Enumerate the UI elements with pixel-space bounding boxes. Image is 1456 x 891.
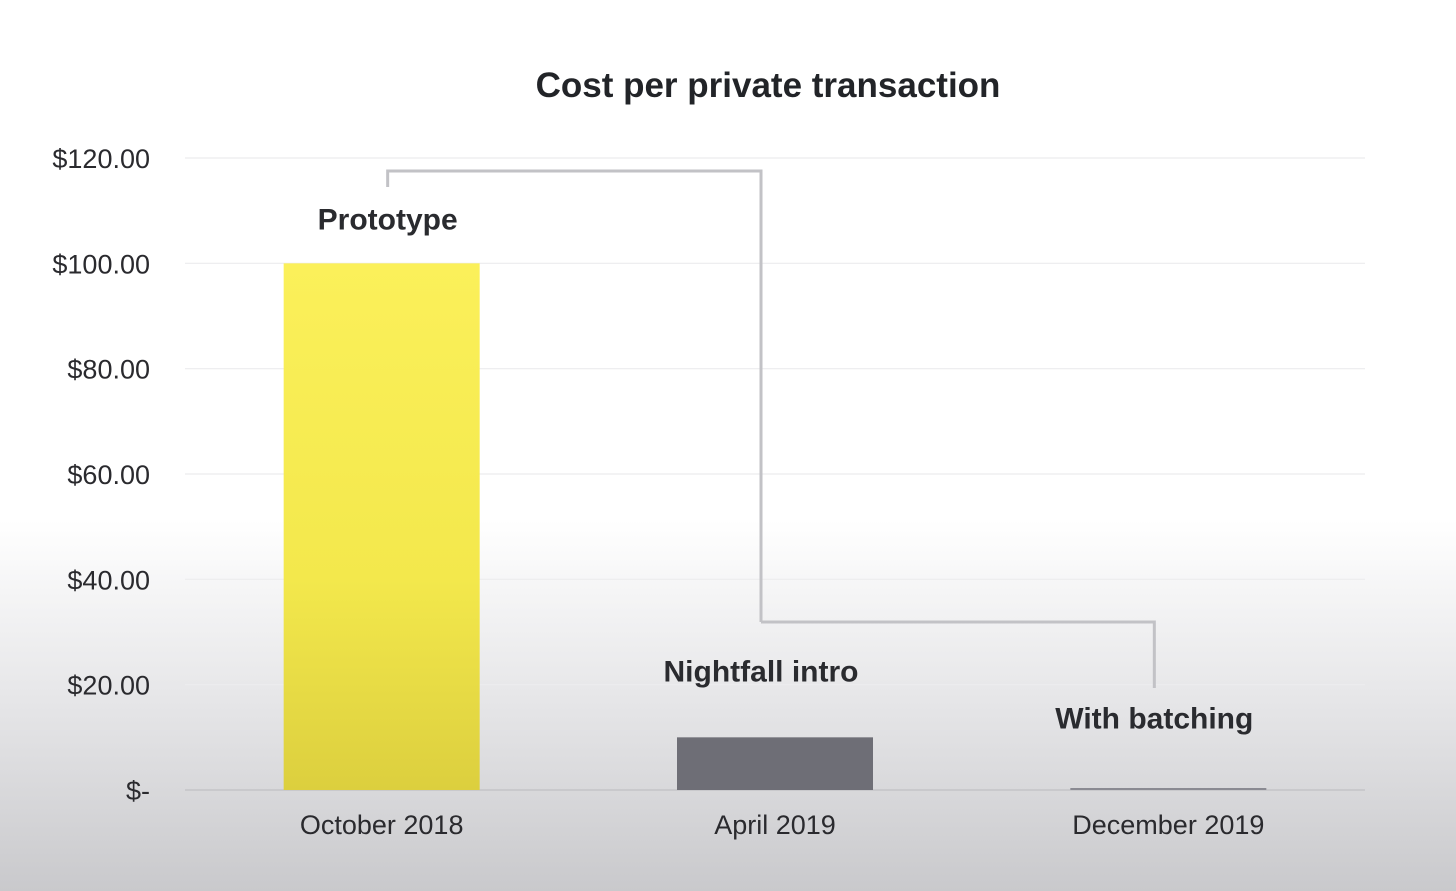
y-tick-label: $-	[126, 776, 150, 806]
bar-annotation: With batching	[1055, 702, 1253, 735]
x-tick-label: April 2019	[714, 810, 836, 840]
bar-annotation: Nightfall intro	[664, 655, 859, 688]
bar-annotation: Prototype	[318, 203, 458, 236]
bar-annotations: Prototype Nightfall intro With batching	[318, 203, 1254, 735]
bars	[283, 263, 1267, 790]
y-tick-label: $40.00	[67, 565, 150, 595]
y-tick-label: $80.00	[67, 355, 150, 385]
y-tick-label: $60.00	[67, 460, 150, 490]
y-tick-label: $100.00	[52, 249, 150, 279]
y-tick-label: $120.00	[52, 144, 150, 174]
x-tick-label: October 2018	[300, 810, 464, 840]
bar-1	[283, 263, 480, 790]
bar-3	[1070, 788, 1267, 790]
y-tick-label: $20.00	[67, 671, 150, 701]
bar-2	[677, 737, 873, 790]
annotation-connectors	[386, 169, 1156, 688]
chart-title: Cost per private transaction	[536, 66, 1001, 105]
x-axis-ticks: October 2018 April 2019 December 2019	[300, 810, 1265, 840]
x-tick-label: December 2019	[1072, 810, 1264, 840]
connector-prototype-to-nightfall	[386, 169, 763, 622]
connector-nightfall-to-batching	[761, 620, 1156, 688]
y-axis-ticks: $- $20.00 $40.00 $60.00 $80.00 $100.00 $120.00	[52, 144, 150, 806]
